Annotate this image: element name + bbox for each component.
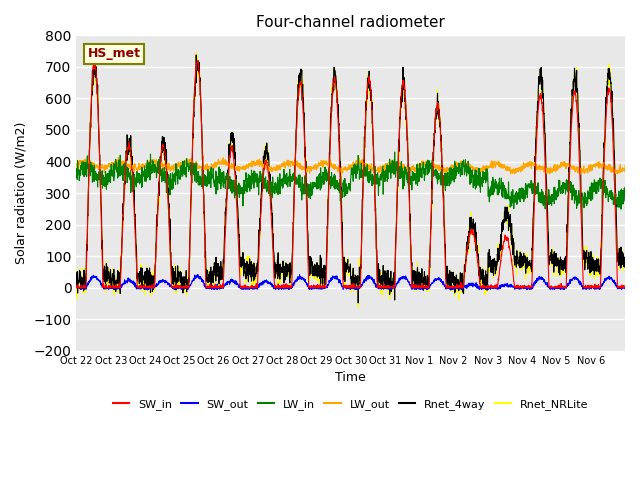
Rnet_4way (355, 300, 362, 306)
SW_out (246, 286, 254, 291)
SW_out (614, 286, 621, 292)
Line: Rnet_4way: Rnet_4way (76, 55, 625, 303)
SW_out (72, 283, 80, 288)
SW_out (194, 272, 202, 277)
Rnet_NRLite (193, 50, 200, 56)
SW_in (547, 284, 555, 289)
Rnet_4way (547, 249, 555, 255)
Line: LW_in: LW_in (76, 152, 625, 209)
SW_out (82, 287, 90, 292)
LW_out (621, 163, 629, 168)
Rnet_NRLite (384, 268, 392, 274)
SW_out (127, 279, 135, 285)
Title: Four-channel radiometer: Four-channel radiometer (256, 15, 445, 30)
LW_out (516, 166, 524, 171)
LW_in (391, 149, 399, 155)
SW_in (384, 283, 392, 289)
Line: LW_out: LW_out (76, 157, 625, 174)
LW_in (246, 188, 253, 193)
Rnet_NRLite (614, 254, 621, 260)
Y-axis label: Solar radiation (W/m2): Solar radiation (W/m2) (15, 122, 28, 264)
Rnet_NRLite (547, 250, 555, 255)
Rnet_NRLite (72, 268, 80, 274)
Rnet_NRLite (127, 152, 135, 157)
SW_in (621, 285, 629, 290)
SW_out (621, 284, 629, 290)
Rnet_4way (246, 260, 253, 265)
X-axis label: Time: Time (335, 371, 366, 384)
LW_in (547, 198, 555, 204)
LW_in (127, 175, 135, 180)
LW_in (72, 175, 80, 180)
SW_in (614, 285, 621, 290)
Rnet_NRLite (246, 260, 253, 265)
LW_out (384, 164, 392, 169)
LW_out (246, 163, 253, 168)
LW_out (577, 171, 584, 177)
Rnet_4way (384, 267, 392, 273)
Rnet_NRLite (516, 248, 524, 253)
LW_out (614, 168, 621, 173)
SW_in (246, 285, 254, 290)
SW_in (127, 159, 135, 165)
SW_out (516, 285, 524, 291)
Rnet_4way (193, 52, 200, 58)
LW_out (115, 155, 122, 160)
LW_in (617, 206, 625, 212)
SW_in (72, 284, 80, 290)
Rnet_4way (516, 249, 524, 255)
LW_out (72, 161, 80, 167)
LW_in (383, 169, 391, 175)
Line: SW_out: SW_out (76, 275, 625, 289)
LW_out (547, 169, 555, 175)
LW_in (614, 195, 621, 201)
Rnet_4way (72, 270, 80, 276)
SW_out (384, 285, 392, 291)
SW_in (516, 285, 524, 290)
Legend: SW_in, SW_out, LW_in, LW_out, Rnet_4way, Rnet_NRLite: SW_in, SW_out, LW_in, LW_out, Rnet_4way,… (108, 395, 593, 415)
Rnet_NRLite (355, 304, 362, 310)
Line: SW_in: SW_in (76, 60, 625, 288)
LW_in (621, 184, 629, 190)
SW_out (547, 285, 555, 290)
LW_in (516, 186, 524, 192)
Rnet_4way (127, 152, 135, 158)
SW_in (193, 58, 201, 63)
LW_out (127, 165, 135, 171)
Rnet_4way (614, 255, 621, 261)
Rnet_NRLite (621, 263, 629, 269)
SW_in (73, 285, 81, 290)
Line: Rnet_NRLite: Rnet_NRLite (76, 53, 625, 307)
Rnet_4way (621, 264, 629, 269)
Text: HS_met: HS_met (88, 48, 140, 60)
